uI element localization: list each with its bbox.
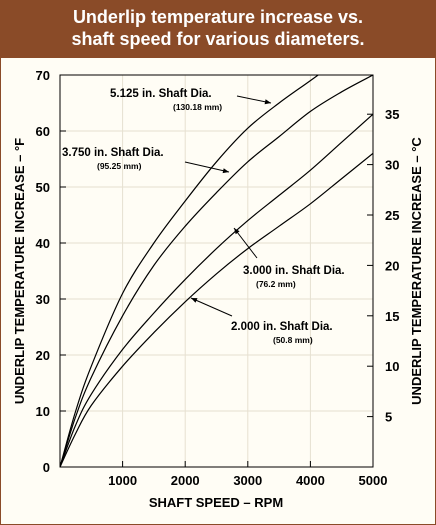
series-metric-label-3: (50.8 mm) [273, 335, 313, 345]
leader-lines [184, 95, 272, 317]
leader-arrowhead-1 [222, 168, 229, 174]
leader-line-1 [184, 161, 230, 173]
y-left-tick-label-1: 10 [36, 404, 50, 419]
y-left-tick-label-0: 0 [43, 460, 50, 475]
leader-arrowhead-2 [234, 228, 240, 235]
series-curves [60, 75, 373, 467]
chart-title-band: Underlip temperature increase vs. shaft … [0, 0, 436, 58]
x-tick-label-2: 3000 [233, 473, 262, 488]
plot-area-border [59, 74, 374, 468]
chart-title-line-1: Underlip temperature increase vs. [72, 7, 364, 27]
y-right-tick-label-0: 5 [385, 410, 392, 425]
y-right-tick-label-6: 35 [385, 107, 399, 122]
x-axis-title: SHAFT SPEED – RPM [149, 495, 283, 510]
leader-line-2 [233, 227, 258, 259]
series-labels: 5.125 in. Shaft Dia. (130.18 mm) 3.750 in.… [62, 88, 345, 345]
y-axis-title-left: UNDERLIP TEMPERATURE INCREASE – °F [12, 138, 27, 404]
series-metric-label-0: (130.18 mm) [173, 102, 222, 112]
series-line-3 [60, 152, 373, 467]
y-axis-title-right: UNDERLIP TEMPERATURE INCREASE – °C [409, 137, 424, 405]
series-metric-label-2: (76.2 mm) [256, 279, 296, 289]
y-left-tick-label-3: 30 [36, 292, 50, 307]
leader-arrowhead-3 [191, 298, 198, 303]
series-metric-label-1: (95.25 mm) [97, 161, 142, 171]
series-label-3: 2.000 in. Shaft Dia. [231, 321, 333, 333]
series-line-2 [60, 113, 373, 467]
series-label-0: 5.125 in. Shaft Dia. [110, 88, 212, 100]
y-left-tick-label-4: 40 [36, 236, 50, 251]
series-line-0 [60, 75, 320, 467]
leader-arrowhead-0 [264, 99, 271, 105]
y-right-tick-label-2: 15 [385, 309, 399, 324]
x-tick-label-0: 1000 [108, 473, 137, 488]
y-right-tick-label-5: 30 [385, 158, 399, 173]
x-tick-label-4: 5000 [359, 473, 388, 488]
axis-ticks: 1000 2000 3000 4000 5000 0 10 20 30 40 50 60 70 5 10 15… [36, 68, 400, 488]
x-tick-label-3: 4000 [296, 473, 325, 488]
leader-line-3 [190, 297, 233, 317]
y-left-tick-label-6: 60 [36, 124, 50, 139]
y-left-tick-label-5: 50 [36, 180, 50, 195]
y-left-tick-label-2: 20 [36, 348, 50, 363]
series-label-1: 3.750 in. Shaft Dia. [62, 147, 164, 159]
x-tick-label-1: 2000 [171, 473, 200, 488]
y-right-tick-label-3: 20 [385, 258, 399, 273]
series-label-2: 3.000 in. Shaft Dia. [243, 265, 345, 277]
series-line-1 [60, 75, 373, 467]
chart-title-line-2: shaft speed for various diameters. [71, 29, 365, 49]
y-right-tick-label-1: 10 [385, 359, 399, 374]
y-right-tick-label-4: 25 [385, 208, 399, 223]
y-left-tick-label-7: 70 [36, 68, 50, 83]
